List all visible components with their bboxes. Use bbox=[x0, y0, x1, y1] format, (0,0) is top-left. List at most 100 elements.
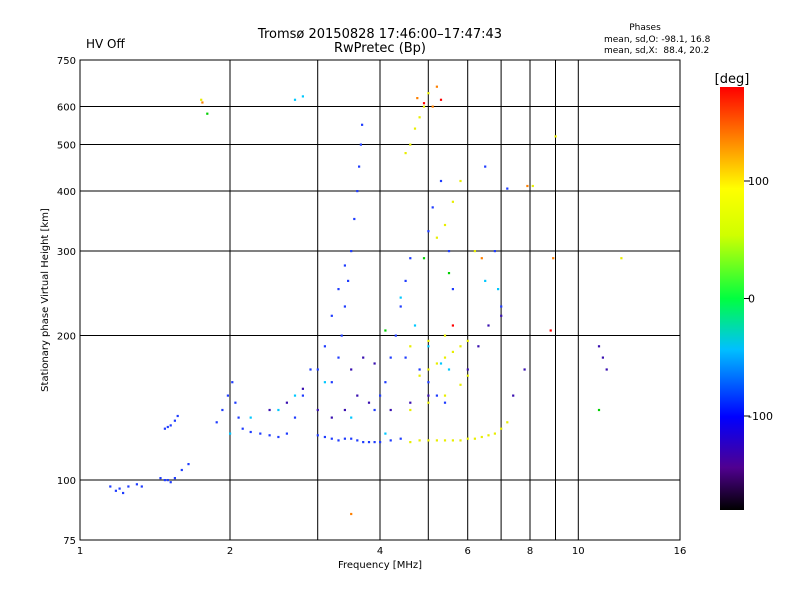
x-tick-label: 8 bbox=[527, 546, 533, 557]
phases-o-stats: mean, sd,O: -98.1, 16.8 bbox=[604, 35, 711, 45]
data-point bbox=[439, 98, 443, 101]
data-point bbox=[451, 439, 454, 442]
data-point bbox=[484, 165, 487, 168]
data-point bbox=[330, 381, 333, 384]
x-axis: 1 2 4 6 8 10 16 bbox=[77, 546, 687, 557]
y-tick-label: 75 bbox=[63, 536, 76, 547]
data-point bbox=[389, 408, 392, 412]
data-point bbox=[459, 439, 462, 442]
data-point bbox=[413, 127, 417, 130]
data-point bbox=[435, 362, 438, 365]
data-point bbox=[526, 184, 529, 188]
data-point bbox=[422, 102, 426, 105]
data-point bbox=[435, 439, 438, 442]
y-axis: 75 100 200 300 400 500 600 750 bbox=[57, 56, 76, 547]
data-point bbox=[293, 416, 297, 419]
data-point bbox=[409, 441, 412, 444]
data-point bbox=[399, 305, 402, 308]
x-tick-label: 16 bbox=[674, 546, 687, 557]
data-point bbox=[285, 401, 288, 404]
data-point bbox=[480, 435, 483, 439]
data-point bbox=[340, 334, 343, 337]
data-point bbox=[277, 408, 280, 412]
data-point bbox=[601, 356, 604, 359]
data-point bbox=[443, 334, 447, 337]
data-point bbox=[234, 401, 237, 404]
data-point bbox=[140, 485, 143, 488]
data-point bbox=[459, 345, 462, 348]
data-points bbox=[109, 85, 623, 516]
data-point bbox=[231, 381, 234, 384]
data-point bbox=[427, 439, 430, 442]
data-point bbox=[169, 424, 172, 427]
data-point bbox=[361, 123, 364, 126]
data-point bbox=[367, 401, 371, 404]
data-point bbox=[249, 430, 252, 434]
data-point bbox=[451, 200, 454, 203]
data-point bbox=[330, 314, 333, 317]
colorbar-tick-label: 0 bbox=[748, 293, 755, 306]
data-point bbox=[531, 184, 534, 188]
x-tick-label: 6 bbox=[465, 546, 471, 557]
data-point bbox=[443, 394, 447, 397]
data-point bbox=[316, 368, 319, 371]
data-point bbox=[343, 408, 346, 412]
data-point bbox=[435, 236, 438, 239]
data-point bbox=[418, 374, 421, 377]
data-point bbox=[353, 217, 356, 221]
data-point bbox=[435, 394, 438, 397]
data-point bbox=[506, 187, 509, 190]
data-point bbox=[163, 479, 166, 482]
colorbar bbox=[720, 87, 744, 510]
data-point bbox=[127, 485, 130, 488]
data-point bbox=[466, 339, 469, 342]
data-point bbox=[605, 368, 608, 371]
x-tick-label: 4 bbox=[377, 546, 383, 557]
data-point bbox=[343, 305, 346, 308]
grid-lines bbox=[79, 59, 681, 541]
data-point bbox=[241, 427, 244, 430]
data-point bbox=[277, 435, 280, 439]
data-point bbox=[356, 190, 359, 193]
colorbar-tick-label: -100 bbox=[748, 410, 773, 423]
data-point bbox=[118, 487, 121, 490]
x-axis-label: Frequency [MHz] bbox=[338, 560, 422, 571]
data-point bbox=[358, 165, 361, 168]
data-point bbox=[109, 485, 112, 488]
data-point bbox=[268, 408, 271, 412]
data-point bbox=[443, 439, 447, 442]
colorbar-label: [deg] bbox=[715, 72, 750, 87]
data-point bbox=[487, 324, 490, 327]
data-point bbox=[447, 272, 451, 275]
data-point bbox=[473, 250, 476, 253]
data-point bbox=[200, 98, 203, 101]
y-tick-label: 500 bbox=[57, 141, 76, 152]
data-point bbox=[323, 435, 326, 439]
data-point bbox=[427, 345, 430, 348]
data-point bbox=[451, 288, 454, 291]
data-point bbox=[466, 374, 469, 377]
data-point bbox=[384, 381, 387, 384]
data-point bbox=[350, 437, 353, 440]
data-point bbox=[422, 105, 426, 108]
data-point bbox=[166, 479, 169, 482]
data-point bbox=[293, 98, 297, 101]
data-point bbox=[337, 439, 340, 442]
data-point bbox=[337, 288, 340, 291]
data-point bbox=[439, 362, 443, 365]
data-point bbox=[343, 264, 346, 267]
data-point bbox=[427, 230, 430, 233]
data-point bbox=[187, 463, 190, 466]
y-axis-label: Stationary phase Virtual Height [km] bbox=[40, 208, 51, 392]
y-tick-label: 600 bbox=[57, 103, 76, 114]
data-point bbox=[389, 356, 392, 359]
data-point bbox=[549, 329, 552, 332]
data-point bbox=[523, 368, 526, 371]
data-point bbox=[259, 432, 262, 435]
data-point bbox=[379, 441, 382, 444]
data-point bbox=[201, 101, 204, 104]
data-point bbox=[404, 152, 407, 155]
data-point bbox=[451, 350, 454, 353]
data-point bbox=[373, 408, 376, 412]
plot-frame bbox=[79, 59, 681, 541]
